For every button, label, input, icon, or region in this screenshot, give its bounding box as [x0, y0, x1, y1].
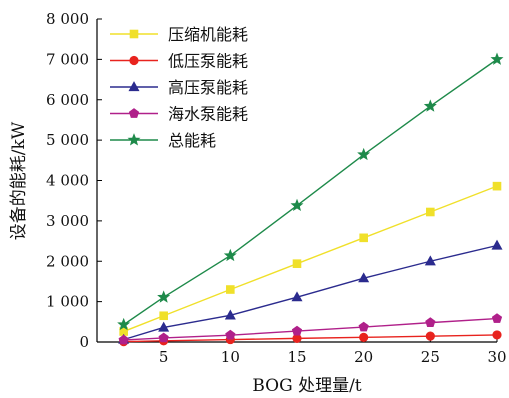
- legend-marker: [128, 81, 140, 92]
- data-point: [425, 331, 435, 341]
- x-tick-label: 20: [354, 348, 373, 366]
- x-tick-label: 5: [159, 348, 169, 366]
- data-point: [425, 317, 436, 327]
- data-point: [491, 313, 503, 323]
- data-point: [358, 321, 369, 332]
- x-tick-label: 10: [221, 348, 240, 366]
- y-tick-label: 6 000: [46, 91, 89, 109]
- legend-marker: [127, 133, 141, 146]
- axes: 0 1 000 2 000 3 000 4 000 5 000 6 000 7 000 8 00…: [46, 10, 507, 366]
- y-tick-label: 4 000: [46, 172, 89, 190]
- legend-label: 高压泵能耗: [168, 78, 248, 97]
- data-point: [226, 285, 235, 294]
- data-point: [359, 332, 369, 342]
- series-line: [123, 317, 498, 341]
- data-point: [223, 248, 237, 262]
- data-point: [359, 233, 368, 243]
- y-tick-label: 3 000: [46, 212, 89, 230]
- y-tick-label: 0: [79, 333, 89, 351]
- legend-marker: [129, 29, 139, 39]
- data-point: [291, 325, 303, 336]
- series-5: [117, 52, 504, 331]
- series-4: [118, 313, 503, 345]
- y-axis-title: 设备的能耗/kW: [9, 121, 29, 240]
- legend-marker: [128, 108, 140, 118]
- x-tick-label: 30: [487, 348, 506, 366]
- series-layer: [117, 52, 504, 347]
- data-point: [158, 321, 170, 332]
- series-2: [119, 330, 502, 347]
- data-point: [117, 317, 131, 331]
- data-point: [290, 198, 304, 212]
- y-tick-label: 7 000: [46, 50, 89, 68]
- data-point: [424, 255, 436, 266]
- legend-entry: 高压泵能耗: [110, 78, 248, 97]
- series-line: [123, 244, 498, 341]
- data-point: [225, 329, 236, 340]
- data-point: [358, 272, 370, 283]
- data-point: [491, 239, 503, 250]
- data-point: [159, 311, 168, 321]
- series-3: [118, 239, 503, 344]
- data-point: [492, 181, 502, 191]
- data-point: [423, 99, 437, 112]
- legend-marker: [129, 55, 139, 66]
- data-point: [292, 259, 302, 268]
- y-tick-label: 8 000: [46, 10, 89, 28]
- data-point: [158, 332, 169, 343]
- data-point: [118, 334, 129, 345]
- legend-entry: 压缩机能耗: [110, 25, 248, 44]
- data-point: [490, 52, 504, 65]
- data-point: [357, 147, 371, 161]
- data-point: [157, 290, 171, 303]
- y-tick-label: 1 000: [46, 293, 89, 311]
- data-point: [224, 309, 236, 320]
- y-tick-label: 5 000: [46, 131, 89, 149]
- y-tick-label: 2 000: [46, 252, 89, 270]
- legend-label: 总能耗: [168, 131, 216, 150]
- x-axis-title: BOG 处理量/t: [252, 376, 361, 394]
- series-1: [119, 181, 502, 336]
- x-tick-label: 15: [287, 348, 306, 366]
- legend-entry: 总能耗: [110, 131, 216, 150]
- legend-label: 压缩机能耗: [168, 25, 248, 44]
- series-line: [123, 334, 498, 343]
- legend-label: 低压泵能耗: [168, 52, 248, 71]
- data-point: [492, 330, 502, 340]
- data-point: [426, 207, 435, 217]
- data-point: [291, 291, 303, 302]
- legend-label: 海水泵能耗: [168, 105, 248, 124]
- legend-entry: 低压泵能耗: [110, 52, 248, 71]
- x-tick-label: 25: [421, 348, 440, 366]
- series-line: [123, 58, 498, 326]
- legend-entry: 海水泵能耗: [110, 105, 248, 124]
